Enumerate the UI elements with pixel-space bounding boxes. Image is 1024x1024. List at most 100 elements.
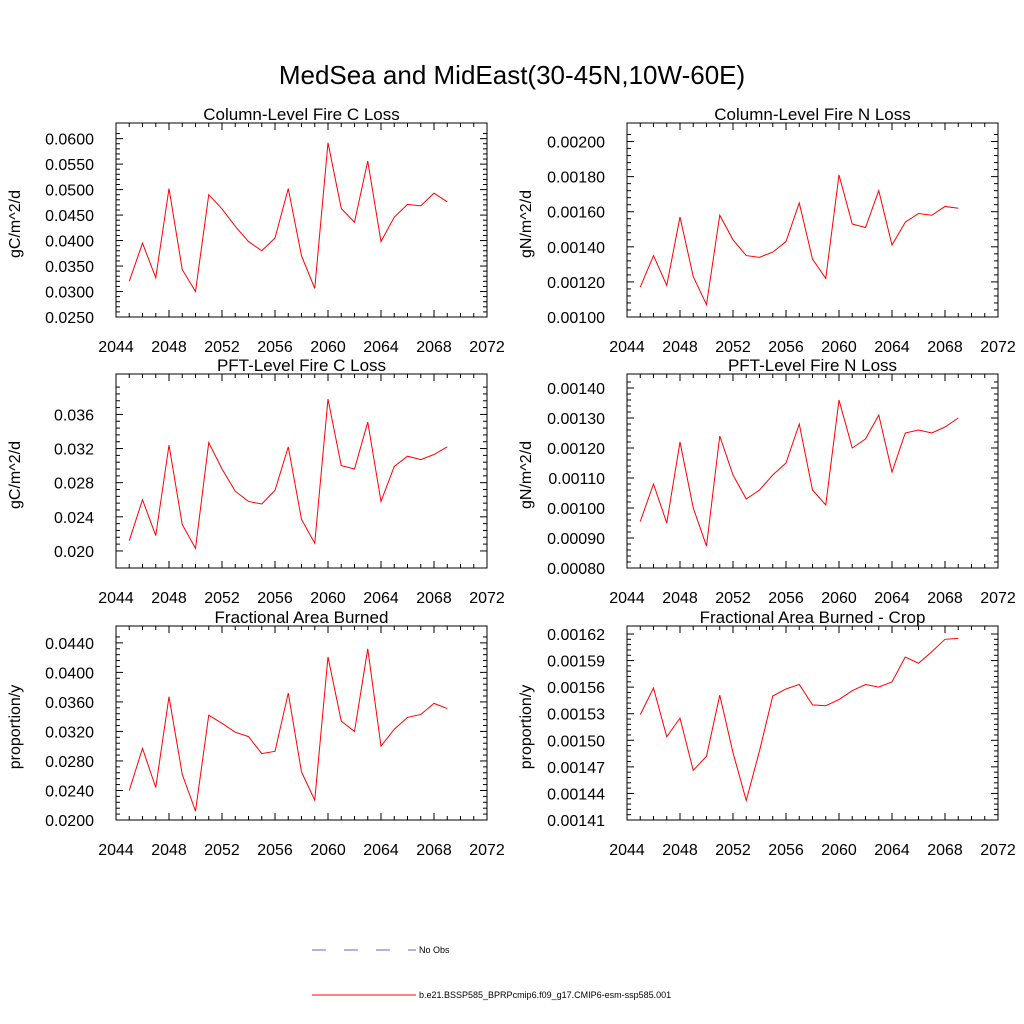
x-tick-label: 2068	[416, 590, 452, 607]
x-tick-label: 2044	[609, 842, 645, 859]
x-tick-label: 2064	[874, 590, 910, 607]
x-tick-label: 2044	[98, 842, 134, 859]
y-axis-label: gC/m^2/d	[7, 190, 24, 258]
y-tick-label: 0.0240	[45, 783, 94, 800]
x-tick-label: 2068	[416, 842, 452, 859]
y-tick-label: 0.0200	[45, 813, 94, 830]
plot-frame	[115, 373, 488, 569]
y-tick-label: 0.00159	[547, 654, 605, 671]
x-tick-label: 2052	[204, 842, 240, 859]
x-tick-label: 2044	[609, 590, 645, 607]
y-tick-label: 0.0440	[45, 636, 94, 653]
x-tick-label: 2056	[257, 842, 293, 859]
y-tick-label: 0.00120	[547, 275, 605, 292]
panel-title: PFT-Level Fire C Loss	[217, 356, 386, 375]
x-tick-label: 2052	[204, 339, 240, 356]
chart-panel-5: Fractional Area Burned proportion/y 2044 20…	[7, 608, 505, 859]
y-tick-label: 0.00141	[547, 813, 605, 830]
y-tick-label: 0.024	[54, 510, 94, 527]
x-tick-label: 2060	[310, 842, 346, 859]
y-tick-label: 0.032	[54, 442, 94, 459]
y-tick-label: 0.028	[54, 476, 94, 493]
legend: No Obs b.e21.BSSP585_BPRPcmip6.f09_g17.CM…	[312, 945, 671, 1000]
panel-title: Fractional Area Burned	[215, 608, 389, 627]
plot-frame	[115, 625, 488, 821]
x-tick-label: 2048	[151, 590, 187, 607]
y-tick-label: 0.00200	[547, 135, 605, 152]
x-tick-label: 2048	[151, 842, 187, 859]
chart-panel-4: PFT-Level Fire N Loss gN/m^2/d 2044 2048 205…	[518, 356, 1016, 607]
y-tick-label: 0.00100	[547, 310, 605, 327]
y-tick-label: 0.0320	[45, 724, 94, 741]
x-tick-label: 2048	[662, 590, 698, 607]
x-tick-label: 2064	[363, 590, 399, 607]
y-tick-label: 0.0450	[45, 208, 94, 225]
x-tick-label: 2060	[310, 590, 346, 607]
x-tick-label: 2044	[98, 339, 134, 356]
y-tick-label: 0.0500	[45, 183, 94, 200]
y-tick-label: 0.00153	[547, 707, 605, 724]
y-tick-label: 0.00110	[548, 471, 605, 488]
x-tick-label: 2056	[768, 842, 804, 859]
y-tick-label: 0.0350	[45, 259, 94, 276]
plot-frame	[115, 122, 488, 318]
x-tick-label: 2064	[874, 339, 910, 356]
y-tick-label: 0.0600	[45, 132, 94, 149]
x-tick-label: 2068	[927, 590, 963, 607]
legend-label-1: No Obs	[419, 945, 450, 955]
x-tick-label: 2048	[662, 339, 698, 356]
panel-title: PFT-Level Fire N Loss	[728, 356, 897, 375]
y-tick-label: 0.0360	[45, 695, 94, 712]
panel-title: Column-Level Fire N Loss	[714, 105, 911, 124]
x-tick-label: 2060	[821, 590, 857, 607]
y-tick-label: 0.00120	[547, 441, 605, 458]
x-tick-label: 2056	[257, 590, 293, 607]
x-tick-label: 2048	[151, 339, 187, 356]
y-tick-label: 0.00147	[547, 760, 605, 777]
plot-frame	[626, 625, 999, 821]
y-tick-label: 0.0400	[45, 665, 94, 682]
x-tick-label: 2048	[662, 842, 698, 859]
y-tick-label: 0.0550	[45, 157, 94, 174]
chart-panels: Column-Level Fire C Loss gC/m^2/d 2044 2048…	[7, 105, 1016, 859]
x-tick-label: 2056	[768, 339, 804, 356]
y-tick-label: 0.020	[54, 544, 94, 561]
x-tick-label: 2060	[821, 339, 857, 356]
legend-label-2: b.e21.BSSP585_BPRPcmip6.f09_g17.CMIP6-es…	[419, 990, 671, 1000]
y-tick-label: 0.0280	[45, 754, 94, 771]
series-line	[639, 637, 959, 803]
x-tick-label: 2052	[204, 590, 240, 607]
x-tick-label: 2064	[363, 842, 399, 859]
chart-panel-2: Column-Level Fire N Loss gN/m^2/d 2044 2048…	[518, 105, 1016, 356]
y-tick-label: 0.00150	[547, 733, 605, 750]
x-tick-label: 2072	[469, 842, 505, 859]
main-title: MedSea and MidEast(30-45N,10W-60E)	[279, 60, 745, 90]
x-tick-label: 2060	[310, 339, 346, 356]
y-axis-label: gN/m^2/d	[518, 190, 535, 258]
y-tick-label: 0.00130	[547, 411, 605, 428]
panel-title: Fractional Area Burned - Crop	[700, 608, 926, 627]
x-tick-label: 2052	[715, 339, 751, 356]
series-line	[128, 142, 448, 293]
x-tick-label: 2056	[257, 339, 293, 356]
y-axis-label: gN/m^2/d	[518, 441, 535, 509]
series-line	[128, 398, 448, 550]
x-tick-label: 2072	[469, 590, 505, 607]
series-line	[128, 648, 448, 812]
y-tick-label: 0.036	[54, 407, 94, 424]
y-tick-label: 0.00140	[547, 240, 605, 257]
y-tick-label: 0.00144	[547, 786, 605, 803]
y-tick-label: 0.00140	[547, 381, 605, 398]
chart-panel-6: Fractional Area Burned - Crop proportion/…	[518, 608, 1016, 859]
x-tick-label: 2068	[927, 842, 963, 859]
y-tick-label: 0.0400	[45, 234, 94, 251]
x-tick-label: 2068	[416, 339, 452, 356]
y-tick-label: 0.00090	[547, 531, 605, 548]
x-tick-label: 2064	[363, 339, 399, 356]
chart-panel-3: PFT-Level Fire C Loss gC/m^2/d 2044 2048 205…	[7, 356, 505, 607]
x-tick-label: 2072	[980, 590, 1016, 607]
series-line	[639, 174, 959, 307]
y-tick-label: 0.00156	[547, 680, 605, 697]
x-tick-label: 2056	[768, 590, 804, 607]
